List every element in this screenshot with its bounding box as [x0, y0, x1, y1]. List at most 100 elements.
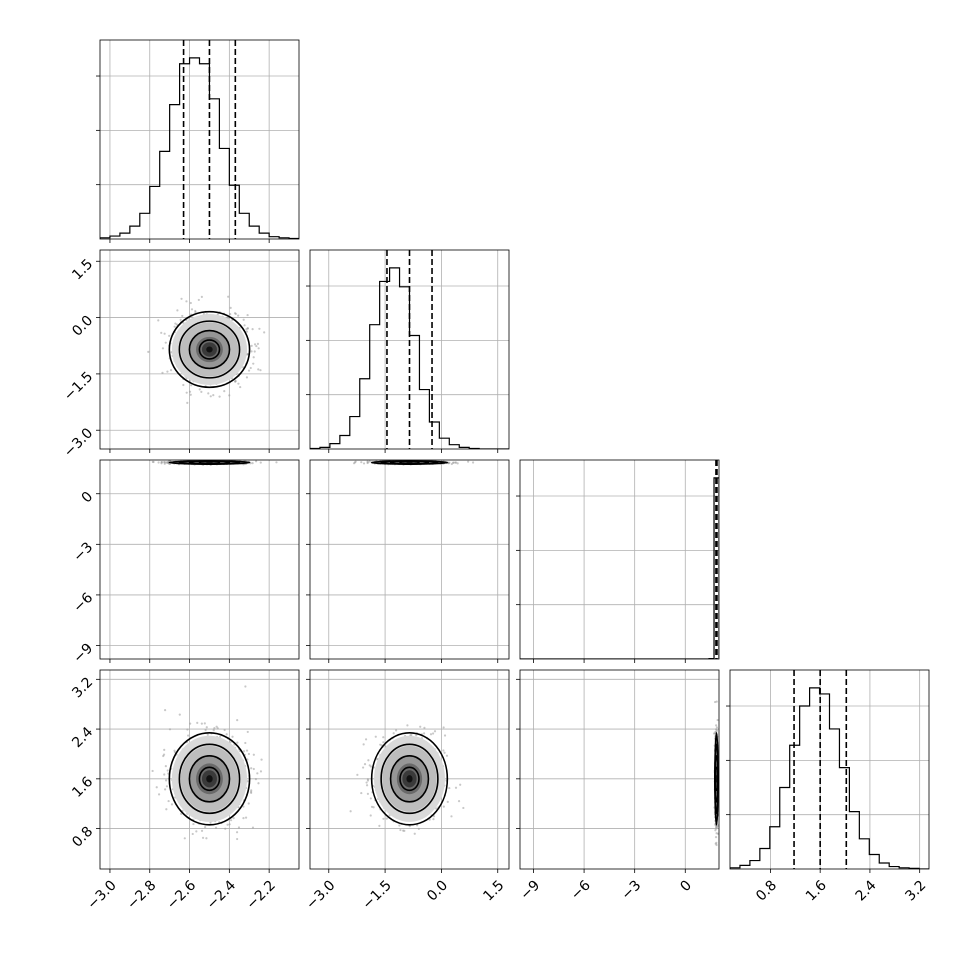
sample-point: [219, 735, 222, 738]
sample-point: [250, 344, 253, 347]
sample-point: [169, 369, 173, 372]
sample-point: [173, 749, 176, 752]
sample-point: [354, 460, 357, 463]
sample-point: [200, 722, 203, 725]
sample-point: [229, 313, 232, 316]
sample-point: [203, 722, 206, 725]
y-tick-label: 3.2: [69, 674, 96, 701]
sample-point: [395, 729, 398, 732]
x-tick-label: −3.0: [84, 877, 119, 912]
sample-point: [423, 726, 426, 729]
panel-frame-3-1: [309, 669, 510, 870]
sample-point: [245, 376, 249, 379]
sample-point: [443, 734, 447, 737]
sample-point: [164, 461, 168, 464]
sample-point: [206, 733, 209, 736]
sample-point: [167, 460, 170, 463]
panel-frame-3-0: [99, 669, 300, 870]
panel-1-1: [310, 250, 509, 449]
sample-point: [236, 741, 239, 744]
sample-point: [366, 792, 370, 795]
sample-point: [415, 734, 418, 737]
sample-point: [382, 741, 385, 744]
sample-point: [256, 342, 260, 345]
sample-point: [227, 295, 230, 298]
sample-point: [259, 461, 262, 464]
y-tick-label: −1.5: [61, 369, 96, 404]
sample-point: [252, 753, 255, 756]
sample-point: [429, 733, 433, 736]
x-tick-label: 1.5: [480, 877, 507, 904]
sample-point: [236, 837, 239, 841]
sample-point: [249, 790, 253, 793]
contour-1-0-2: [188, 329, 231, 370]
sample-point: [362, 743, 365, 746]
y-tick-label: −3: [70, 539, 96, 565]
sample-point: [185, 391, 188, 394]
histogram-3: [730, 687, 929, 869]
panel-3-2: [520, 670, 719, 869]
sample-point: [216, 727, 219, 730]
x-tick-label: 0: [677, 877, 695, 895]
sample-point: [255, 344, 258, 348]
sample-point: [164, 341, 167, 344]
sample-point: [223, 390, 226, 393]
sample-point: [471, 461, 475, 464]
sample-point: [244, 685, 247, 688]
sample-point: [192, 822, 195, 826]
contour-2-0-3: [198, 460, 221, 465]
sample-point: [379, 743, 382, 746]
sample-point: [163, 709, 167, 712]
sample-point: [442, 749, 445, 752]
sample-point: [189, 722, 192, 725]
x-tick-label: 2.4: [853, 877, 880, 904]
sample-point: [255, 460, 258, 463]
sample-point: [452, 461, 455, 464]
sample-point: [196, 721, 199, 724]
sample-point: [260, 758, 263, 761]
sample-point: [417, 827, 420, 831]
y-tick-label: −9: [70, 640, 96, 666]
sample-point: [362, 766, 365, 769]
panel-frame-2-1: [309, 459, 510, 660]
x-tick-label: 0.8: [753, 877, 780, 904]
sample-point: [237, 382, 240, 385]
sample-point: [253, 350, 256, 353]
sample-point: [374, 735, 377, 738]
panel-frame-2-0: [99, 459, 300, 660]
sample-point: [443, 751, 446, 754]
sample-point: [243, 324, 246, 327]
sample-point: [207, 392, 210, 395]
contour-1-0-0: [168, 310, 251, 389]
panel-0-0: [100, 40, 299, 239]
y-tick-label: 0: [79, 489, 97, 507]
panel-frame-0-0: [99, 39, 300, 240]
sample-point: [180, 297, 183, 300]
sample-point: [186, 401, 189, 404]
sample-point: [175, 323, 179, 326]
sample-point: [182, 383, 185, 387]
sample-point: [228, 394, 231, 397]
sample-point: [164, 779, 168, 782]
sample-point: [237, 826, 241, 829]
sample-point: [364, 738, 368, 741]
panel-2-2: [520, 460, 719, 659]
panel-3-3: [730, 670, 929, 869]
contour-3-0-1: [178, 743, 241, 815]
panel-frame-3-3: [729, 669, 930, 870]
sample-point: [382, 817, 385, 820]
contour-1-0-3: [198, 339, 221, 360]
sample-point: [223, 728, 226, 732]
sample-point: [176, 309, 179, 312]
density-level-5: [406, 461, 413, 464]
sample-point: [253, 343, 257, 346]
sample-point: [234, 380, 237, 383]
sample-point: [198, 388, 201, 391]
sample-point: [200, 295, 203, 298]
sample-point: [385, 817, 388, 820]
sample-point: [446, 800, 449, 803]
sample-point: [197, 298, 200, 302]
sample-point: [168, 728, 172, 731]
sample-point: [250, 767, 253, 770]
sample-point: [164, 765, 167, 768]
